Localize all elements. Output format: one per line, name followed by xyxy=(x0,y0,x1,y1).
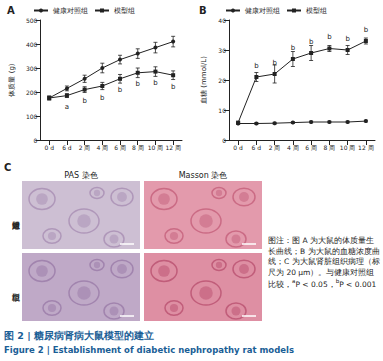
svg-text:500: 500 xyxy=(26,17,38,24)
svg-text:b: b xyxy=(309,38,314,46)
svg-text:4 周: 4 周 xyxy=(96,144,108,151)
svg-text:b: b xyxy=(136,80,141,88)
svg-text:模型组: 模型组 xyxy=(114,7,135,15)
svg-text:10 周: 10 周 xyxy=(340,144,356,151)
svg-text:10 周: 10 周 xyxy=(148,144,164,151)
svg-text:b: b xyxy=(100,94,105,102)
html-text:Figure 2 | Establishment of di: Figure 2 | Establishment of diabetic nep… xyxy=(4,345,294,355)
svg-text:0: 0 xyxy=(34,137,38,144)
html-text:图注：图 A 为大鼠的体质量生长曲线；B 为大鼠的血糖浓度曲: 图注：图 A 为大鼠的体质量生长曲线；B 为大鼠的血糖浓度曲线；C 为大鼠肾脏组… xyxy=(268,236,380,289)
svg-text:b: b xyxy=(345,35,350,43)
svg-text:b: b xyxy=(171,83,176,91)
svg-text:2 周: 2 周 xyxy=(79,144,91,151)
svg-text:b: b xyxy=(254,62,259,70)
svg-text:100: 100 xyxy=(26,113,38,120)
svg-text:2 周: 2 周 xyxy=(269,144,281,151)
svg-text:0 d: 0 d xyxy=(233,144,243,151)
svg-text:12 周: 12 周 xyxy=(165,144,181,151)
svg-text:b: b xyxy=(291,44,296,52)
svg-text:健康对照组: 健康对照组 xyxy=(245,7,280,15)
svg-text:300: 300 xyxy=(26,65,38,72)
svg-text:6 周: 6 周 xyxy=(114,144,126,151)
svg-text:血糖 (mmol/L): 血糖 (mmol/L) xyxy=(200,56,208,104)
svg-text:B: B xyxy=(199,5,207,16)
svg-text:8 周: 8 周 xyxy=(132,144,144,151)
html-text:图 2 | 糖尿病肾病大鼠模型的建立: 图 2 | 糖尿病肾病大鼠模型的建立 xyxy=(4,330,154,341)
svg-text:b: b xyxy=(153,79,158,87)
svg-text:400: 400 xyxy=(26,41,38,48)
svg-text:b: b xyxy=(82,97,87,105)
html-text:C: C xyxy=(4,162,12,173)
svg-text:A: A xyxy=(7,5,15,16)
svg-text:模型组: 模型组 xyxy=(306,7,327,15)
html-text:PAS 染色: PAS 染色 xyxy=(64,171,98,180)
svg-text:6 周: 6 周 xyxy=(305,144,317,151)
svg-text:6 d: 6 d xyxy=(62,144,72,151)
svg-text:健康对照组: 健康对照组 xyxy=(53,7,88,15)
svg-text:10: 10 xyxy=(218,107,226,114)
svg-text:b: b xyxy=(118,86,123,94)
svg-text:0 d: 0 d xyxy=(44,144,54,151)
svg-text:12 周: 12 周 xyxy=(358,144,374,151)
svg-text:b: b xyxy=(327,33,332,41)
svg-text:a: a xyxy=(65,103,69,111)
svg-text:6 d: 6 d xyxy=(252,144,262,151)
svg-text:b: b xyxy=(364,26,369,34)
svg-text:20: 20 xyxy=(218,77,226,84)
svg-text:b: b xyxy=(272,59,277,67)
svg-text:30: 30 xyxy=(218,47,226,54)
svg-text:0: 0 xyxy=(222,137,226,144)
html-text:Masson 染色: Masson 染色 xyxy=(178,171,228,180)
svg-text:4 周: 4 周 xyxy=(287,144,299,151)
svg-text:8 周: 8 周 xyxy=(324,144,336,151)
svg-text:体质量 (g): 体质量 (g) xyxy=(8,63,16,96)
svg-text:200: 200 xyxy=(26,89,38,96)
svg-text:40: 40 xyxy=(218,17,226,24)
